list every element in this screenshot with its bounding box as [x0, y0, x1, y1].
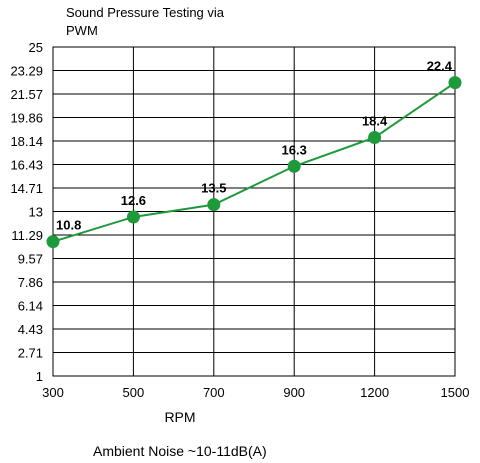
x-tick-labels: 300 500 700 900 1200 1500 [42, 385, 469, 400]
y-tick-label: 16.43 [10, 157, 43, 172]
ambient-noise-note: Ambient Noise ~10-11dB(A) [93, 443, 267, 459]
y-tick-label: 19.86 [10, 110, 43, 125]
data-label: 16.3 [282, 142, 307, 157]
data-point [46, 235, 60, 249]
y-tick-label: 23.29 [10, 63, 43, 78]
y-tick-label: 21.57 [10, 87, 43, 102]
chart-title-line-1: Sound Pressure Testing via [66, 5, 225, 20]
x-tick-label: 300 [42, 385, 64, 400]
y-tick-label: 13 [29, 205, 43, 220]
data-point [368, 130, 382, 144]
y-tick-label: 1 [36, 369, 43, 384]
y-tick-label: 6.14 [18, 299, 43, 314]
y-tick-label: 9.57 [18, 252, 43, 267]
x-tick-label: 700 [203, 385, 225, 400]
x-tick-label: 1200 [360, 385, 389, 400]
series-line [52, 81, 456, 243]
series-rpm-sound [46, 76, 462, 249]
data-label: 12.6 [121, 193, 146, 208]
gridlines [52, 46, 456, 377]
y-tick-label: 7.86 [18, 275, 43, 290]
data-point [207, 198, 221, 212]
y-tick-label: 11.29 [11, 228, 43, 243]
data-label: 13.5 [201, 181, 226, 196]
plot-frame [52, 46, 456, 377]
y-tick-label: 14.71 [10, 181, 43, 196]
y-tick-label: 18.14 [10, 134, 43, 149]
y-tick-label: 4.43 [18, 322, 43, 337]
data-point [448, 76, 462, 90]
data-label: 18.4 [362, 113, 388, 128]
chart-title-line-2: PWM [66, 23, 98, 38]
x-tick-label: 500 [123, 385, 145, 400]
data-labels: 10.8 12.6 13.5 16.3 18.4 22.4 [56, 59, 453, 233]
x-tick-label: 900 [283, 385, 305, 400]
y-tick-label: 2.71 [18, 346, 43, 361]
data-label: 22.4 [427, 59, 453, 74]
data-label: 10.8 [56, 218, 81, 233]
y-tick-labels: 1 2.71 4.43 6.14 7.86 9.57 11.29 13 14.71 16.43 18… [10, 40, 43, 384]
data-point [287, 159, 301, 173]
x-axis-label: RPM [164, 409, 195, 425]
data-point [126, 210, 140, 224]
x-tick-label: 1500 [441, 385, 470, 400]
y-tick-label: 25 [29, 40, 43, 55]
